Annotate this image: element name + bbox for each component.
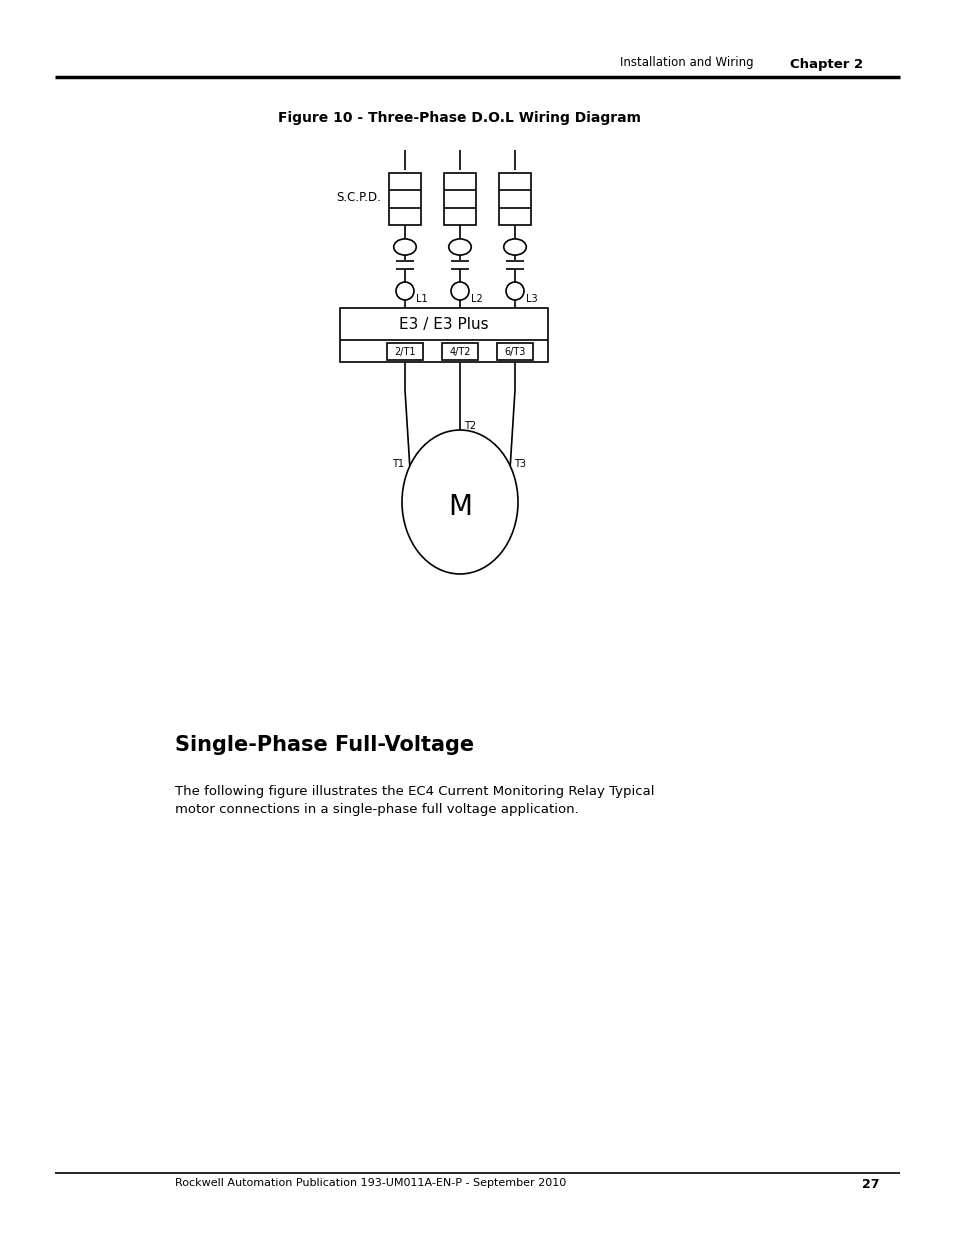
Text: L1: L1 [416, 294, 427, 304]
Circle shape [451, 282, 469, 300]
Text: T2: T2 [463, 421, 476, 431]
Text: L2: L2 [471, 294, 482, 304]
Text: 6/T3: 6/T3 [504, 347, 525, 357]
Text: L3: L3 [525, 294, 537, 304]
Text: Chapter 2: Chapter 2 [789, 58, 862, 70]
Text: 2/T1: 2/T1 [394, 347, 416, 357]
Ellipse shape [503, 238, 526, 256]
Text: M: M [448, 493, 472, 521]
Bar [498, 173, 531, 225]
Text: Figure 10 - Three-Phase D.O.L Wiring Diagram: Figure 10 - Three-Phase D.O.L Wiring Dia… [278, 111, 640, 125]
Text: Single-Phase Full-Voltage: Single-Phase Full-Voltage [174, 735, 474, 755]
Text: E3 / E3 Plus: E3 / E3 Plus [398, 316, 488, 331]
Bar [441, 343, 477, 359]
Ellipse shape [401, 430, 517, 574]
Ellipse shape [448, 238, 471, 256]
Text: T3: T3 [514, 459, 526, 469]
Bar [443, 173, 476, 225]
Ellipse shape [394, 238, 416, 256]
Bar [339, 308, 547, 362]
Circle shape [395, 282, 414, 300]
Circle shape [505, 282, 523, 300]
Text: The following figure illustrates the EC4 Current Monitoring Relay Typical: The following figure illustrates the EC4… [174, 785, 654, 798]
Text: motor connections in a single-phase full voltage application.: motor connections in a single-phase full… [174, 803, 578, 816]
Bar [497, 343, 533, 359]
Bar [387, 343, 422, 359]
Text: Installation and Wiring: Installation and Wiring [619, 56, 753, 69]
Text: 27: 27 [862, 1178, 879, 1191]
Text: Rockwell Automation Publication 193-UM011A-EN-P - September 2010: Rockwell Automation Publication 193-UM01… [174, 1178, 566, 1188]
Bar [389, 173, 420, 225]
Text: T1: T1 [392, 459, 403, 469]
Text: 4/T2: 4/T2 [449, 347, 470, 357]
Text: S.C.P.D.: S.C.P.D. [335, 191, 380, 204]
